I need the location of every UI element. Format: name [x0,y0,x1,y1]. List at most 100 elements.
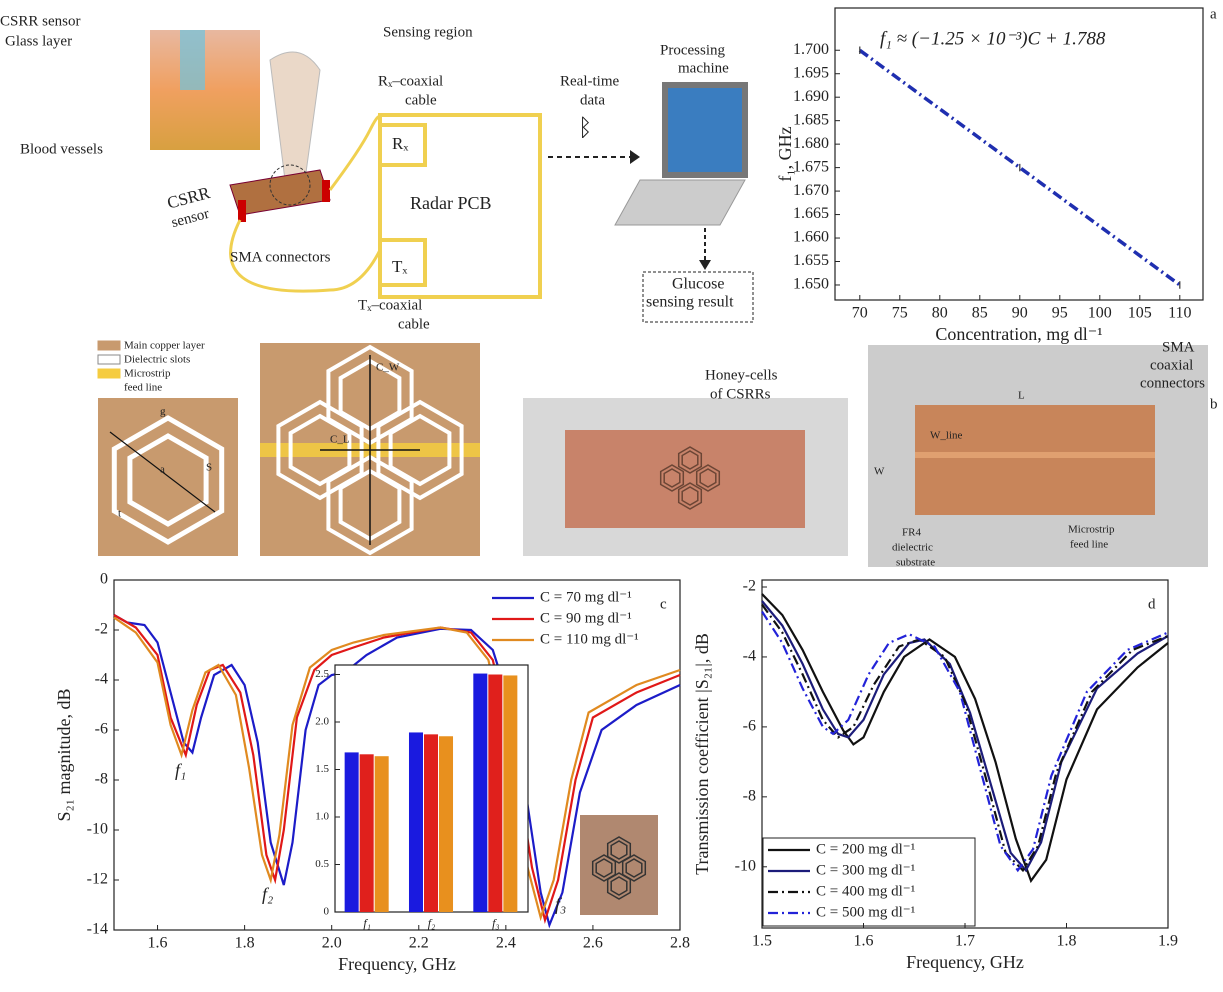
legend-swatch [98,341,120,350]
y-tick-label: -2 [743,578,756,595]
label: connectors [1140,375,1205,391]
y-tick-label: 1.690 [793,88,829,105]
y-tick-label: 1.650 [793,276,829,293]
x-tick-label: 1.8 [1057,933,1077,950]
x-axis-title: Frequency, GHz [906,952,1024,972]
y-tick-label: 1.685 [793,111,829,128]
legend-label: C = 300 mg dl⁻¹ [816,862,915,878]
unit-cell [98,398,238,556]
glass-layer [180,30,205,90]
bluetooth-icon: ᛒ [578,116,592,142]
panel-label: a [1210,6,1217,22]
y-tick-label: 1.5 [315,763,329,775]
label: Dielectric slots [124,354,190,366]
y-tick-label: -8 [95,771,108,788]
x-tick-label: 1.6 [854,933,874,950]
x-tick-label: 1.9 [1158,933,1178,950]
x-tick-label: 2.4 [496,935,516,952]
label: Tₓ–coaxial [358,297,422,313]
bar [439,736,453,912]
x-tick-label: 70 [852,305,868,322]
y-tick-label: 1.670 [793,182,829,199]
y-tick-label: 1.655 [793,252,829,269]
y-tick-label: -4 [95,671,108,688]
x-tick-label: 1.7 [955,933,975,950]
label: Rₓ–coaxial [378,73,443,89]
label: feed line [1070,539,1108,551]
bar [345,752,359,912]
label: Sensing region [383,24,473,40]
legend-label: C = 400 mg dl⁻¹ [816,883,915,899]
label: b [1210,396,1218,412]
legend-label: C = 500 mg dl⁻¹ [816,904,915,920]
label: t [118,508,121,520]
board-photo [565,430,805,528]
label: a [160,464,165,476]
legend-swatch [98,369,120,378]
label: data [580,92,605,108]
peak-label: f₃ [555,894,566,914]
y-tick-label: -6 [95,721,108,738]
label: C_L [330,434,350,446]
label: Real-time [560,73,619,89]
sma-right [322,180,330,202]
label: C_W [376,362,400,374]
y-tick-label: 0 [100,571,108,588]
label: FR4 [902,527,921,539]
y-tick-label: -14 [87,921,108,938]
bar [488,675,502,913]
y-tick-label: 1.675 [793,158,829,175]
feed-photo [915,452,1155,458]
bar [503,675,517,912]
label: Main copper layer [124,340,205,352]
series-line [762,605,1168,871]
peak-label: f₂ [262,884,273,904]
y-tick-label: 2.5 [315,668,329,680]
label: Glucose [672,276,724,293]
label: Processing [660,42,725,58]
x-tick-label: 2.0 [322,935,342,952]
label: feed line [124,382,162,394]
y-tick-label: 1.695 [793,64,829,81]
x-tick-label: 2.6 [583,935,603,952]
x-tick-label: f₃ [492,916,500,930]
y-tick-label: 2.0 [315,716,329,728]
bar [409,732,423,912]
y-axis-title: S₂₁ magnitude, dB [54,688,74,821]
x-tick-label: 1.8 [235,935,255,952]
y-tick-label: -8 [743,788,756,805]
y-tick-label: -6 [743,718,756,735]
label: Tₓ [392,257,407,276]
series-line [762,601,1168,870]
label: cable [405,92,437,108]
y-tick-label: 0.5 [315,858,329,870]
x-tick-label: 1.6 [148,935,168,952]
label: Honey-cells [705,367,778,383]
board-photo-2 [915,405,1155,515]
label: sensing result [646,294,734,311]
label: of CSRRs [710,386,771,402]
label: L [1018,390,1025,402]
x-tick-label: f₁ [363,916,371,930]
label: substrate [896,557,935,569]
inset-photo [580,815,658,915]
bar [473,674,487,912]
label: Radar PCB [410,193,492,213]
label: cable [398,316,430,332]
plot-frame [835,8,1203,300]
y-tick-label: 1.0 [315,811,329,823]
arrow-head [630,150,640,164]
finger [270,52,320,180]
x-tick-label: 80 [932,305,948,322]
legend-label: C = 200 mg dl⁻¹ [816,841,915,857]
figure: ᛒ CSRR sensorGlass layerBlood vesselsSen… [0,0,1223,992]
laptop-base [615,180,745,225]
legend-label: C = 70 mg dl⁻¹ [540,589,632,605]
sma-left [238,200,246,222]
peak-label: f₁ [175,760,186,780]
label: Microstrip [1068,524,1115,536]
bar [360,754,374,912]
panel-label: c [660,596,667,612]
y-tick-label: 1.700 [793,41,829,58]
y-axis-title: f₁, GHz [775,126,795,181]
